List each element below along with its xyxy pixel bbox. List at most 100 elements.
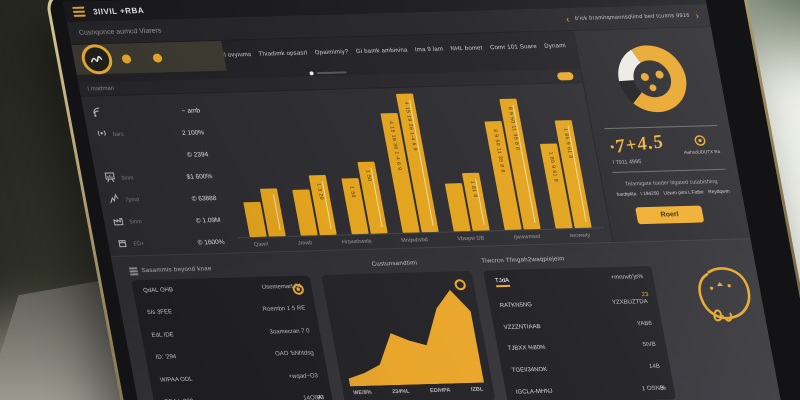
table-cell: YZXBUZTDA bbox=[611, 298, 649, 306]
kpi-big-number: ·7+4.5 bbox=[607, 131, 667, 159]
timestamps-card: Tiwcrcn Tfingah2waqpiejeim 23 % TJdA +mnn… bbox=[480, 250, 688, 400]
table-row: 5Is 3FEE Roembn 1 5 RE bbox=[147, 306, 306, 316]
donut-face-dot bbox=[648, 84, 656, 92]
card-header: Custunsandtimi bbox=[371, 260, 418, 268]
stat-value: © 63888 bbox=[191, 194, 218, 203]
broadcast-icon bbox=[94, 126, 112, 144]
table-cell: TJdA bbox=[494, 277, 511, 288]
table-row: ODA L 28014O5A bbox=[164, 395, 323, 400]
laptop: 3IIVIL +RBA Cusnqonce aumcd Viarers ‹ b'… bbox=[44, 0, 800, 400]
list-icon[interactable] bbox=[128, 267, 139, 276]
stat-value: © 1.09M bbox=[195, 216, 222, 225]
donut-segment-primary bbox=[617, 45, 686, 113]
doodle-zone: mwb?aim bbox=[660, 247, 782, 400]
table-cell: YAB6 bbox=[636, 320, 653, 327]
table-row: TJBXX %80% 5IVB bbox=[507, 342, 656, 352]
member-text: I madman bbox=[86, 85, 115, 93]
bar-value-text: 1 50 bbox=[364, 169, 373, 182]
table-row: TGEII34NOK 14B bbox=[511, 364, 660, 374]
panel-summary: Telamigate fueder itigated cutabishing bbox=[624, 179, 719, 188]
stat-label: 3mm bbox=[120, 175, 135, 182]
stat-value: ~ amb bbox=[181, 106, 201, 115]
easel-chart-icon bbox=[103, 170, 121, 188]
medal-icon bbox=[694, 135, 706, 146]
stat-label: bars bbox=[112, 131, 125, 138]
area-x-label: 234%L bbox=[391, 388, 411, 396]
stat-value: 2 100% bbox=[181, 128, 205, 137]
table-cell: 14B bbox=[648, 363, 661, 371]
mini-toggle[interactable] bbox=[309, 70, 347, 76]
nav-item-5[interactable]: NHL bomet bbox=[450, 45, 484, 53]
bar-x-label: Iwcwwty bbox=[569, 232, 591, 240]
card-header: Tiwcrcn Tfingah2waqpiejeim bbox=[480, 256, 566, 265]
bar-x-label: Jmwb bbox=[297, 240, 314, 247]
sidebar-stat-row: ~ amb bbox=[90, 99, 206, 124]
bar-x-label: Hrawshwels bbox=[341, 238, 373, 246]
bar-value-text: 4 15 19 36 1-4 6 9 bbox=[402, 101, 419, 152]
panel-mini-stat: I 194250 bbox=[640, 191, 660, 198]
bar-x-label: Mnqwbvbd bbox=[400, 237, 429, 244]
app-logo-icon[interactable] bbox=[79, 43, 115, 75]
sidebar-stat-row: 5mm © 1.09M bbox=[110, 209, 226, 234]
member-pill-button[interactable] bbox=[556, 71, 575, 80]
timestamps-table: 23 % TJdA +mnnvb'js% RATKN5NG YZXBUZTDA VZZZ… bbox=[483, 265, 677, 400]
area-x-label: WE/9% bbox=[352, 389, 373, 397]
range-text: b'ick bramirqmannsdiimd bed tcumts 9916 bbox=[574, 12, 691, 22]
table-cell: IGCLA-MHNJ bbox=[515, 388, 554, 396]
panel-mini-stat: fuedtplita bbox=[616, 192, 637, 198]
date-range-pager: ‹ b'ick bramirqmannsdiimd bed tcumts 991… bbox=[565, 10, 700, 24]
nav-item-6[interactable]: Comr 101 Suare bbox=[489, 44, 538, 52]
divider bbox=[604, 125, 718, 130]
customer-data-card: Sasammis beyond knae 93 QdAL OHB Usememar… bbox=[128, 260, 346, 400]
nav-item-3[interactable]: Gi bamk ambinina bbox=[355, 47, 409, 56]
report-button[interactable]: Roerl bbox=[635, 205, 705, 225]
table-cell: 5Is 3FEE bbox=[146, 309, 173, 317]
prev-chevron-icon[interactable]: ‹ bbox=[565, 13, 571, 24]
dashboard-screen: 3IIVIL +RBA Cusnqonce aumcd Viarers ‹ b'… bbox=[63, 0, 791, 400]
bar-group-0 bbox=[240, 188, 286, 238]
nav-item-1[interactable]: Thiadimk opsasrl bbox=[258, 50, 308, 58]
next-chevron-icon[interactable]: › bbox=[694, 10, 700, 21]
bar-group-4: 1 81 0 bbox=[443, 172, 490, 232]
signal-icon bbox=[90, 104, 108, 122]
area-x-labels: WE/9% 234%L ED/HPA IZBL bbox=[350, 383, 487, 400]
donut-chart bbox=[587, 35, 716, 122]
sidebar-stat-row: © 2394 bbox=[98, 143, 214, 168]
nav-item-7[interactable]: Dynami bbox=[543, 43, 567, 50]
panel-mini-stat: Reydqwm bbox=[707, 189, 731, 196]
table-row: TJdA +mnnvb'js% bbox=[494, 274, 645, 288]
table-cell: TJBXX %80% bbox=[507, 345, 547, 353]
table-row: ID: '294 OAO 'bNhtdsg bbox=[155, 351, 314, 361]
customer-table: 93 QdAL OHB Usememart 64 5Is 3FEE Roembn 1 … bbox=[131, 275, 335, 400]
table-cell: +wqad~O3 bbox=[288, 372, 319, 380]
nav-item-2[interactable]: Opaimimiy? bbox=[314, 49, 350, 57]
search-input[interactable]: Cusnqonce aumcd Viarers bbox=[78, 27, 162, 37]
table-badge-2: % bbox=[660, 385, 667, 392]
table-row: WIPAA ODL +wqad~O3 bbox=[159, 373, 318, 383]
divider bbox=[612, 168, 726, 173]
stat-label: 7pmd bbox=[124, 197, 140, 204]
panel-mini-stats: fuedtplita I 194250 Uzwm pimi L'Fidbir Reyd… bbox=[616, 190, 730, 198]
nav-item-4[interactable]: Ima 9 lam bbox=[414, 46, 444, 54]
hamburger-menu-icon[interactable] bbox=[72, 6, 86, 17]
table-cell: Roembn 1 5 RE bbox=[262, 305, 307, 314]
table-badge: 93 bbox=[316, 395, 325, 400]
table-cell: 3oamecran 7 0 bbox=[269, 328, 311, 336]
bottom-cards: Sasammis beyond knae 93 QdAL OHB Usememar… bbox=[110, 238, 791, 400]
stat-label: 5mm bbox=[128, 219, 143, 226]
table-cell: ID: '294 bbox=[155, 354, 177, 361]
table-cell: OAO 'bNhtdsg bbox=[274, 350, 315, 358]
panel-mini-stat: Uzwm pimi L'Fidbir bbox=[663, 190, 705, 197]
table-cell: 5IVB bbox=[642, 342, 657, 349]
stat-value: © 1600% bbox=[197, 238, 226, 247]
target-icon bbox=[291, 283, 305, 295]
donut-face-dot bbox=[654, 70, 664, 79]
bar-value-text: 4 15 19 36 1-4 6 9 bbox=[387, 121, 403, 171]
factory-icon bbox=[111, 214, 129, 232]
table-row: EdL IDE 3oamecran 7 0 bbox=[151, 328, 310, 338]
